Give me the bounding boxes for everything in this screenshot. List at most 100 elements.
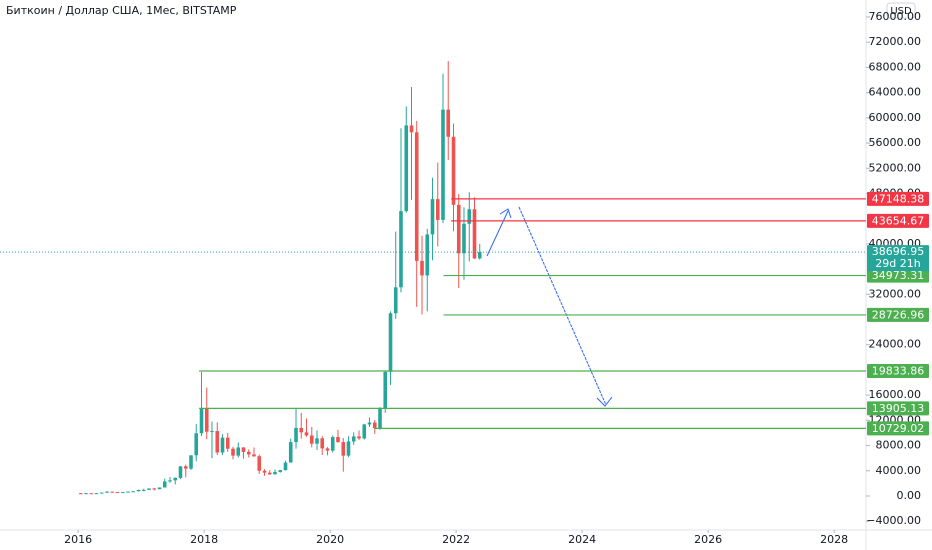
currency-badge[interactable] [886,2,916,19]
arrow-up [486,210,509,257]
candle-body [246,451,251,455]
currency[interactable]: USD [890,6,912,17]
y-tick-label: 32000.00 [869,287,922,300]
x-tick-label: 2018 [190,533,218,546]
candle-body [404,125,409,212]
candle-body [147,488,151,490]
level-label: 13905.13 [872,402,925,415]
level-label: 10729.02 [872,422,925,435]
candle-body [99,492,104,494]
candle-body [388,313,393,372]
level-label: 34973.31 [872,269,925,282]
candle-body [320,438,325,449]
candle-body [283,462,288,471]
y-tick-label: 8000.00 [876,439,922,452]
countdown: 29d 21h [875,257,920,270]
level-label-bg [867,363,929,378]
candle-body [152,488,157,490]
candle-body [477,252,482,259]
candle-body [252,454,256,457]
level-label-bg [867,191,929,206]
candle-body [199,409,204,434]
level-label-bg [867,268,929,283]
arrow-down [518,206,607,406]
candle-body [204,409,209,432]
candle-body [225,437,230,449]
level-label: 43654.67 [872,214,925,227]
candle-body [288,442,293,463]
candle-body [393,287,398,314]
candle-body [409,125,414,133]
candle-body [299,427,304,433]
candle-body [194,433,199,456]
candle-body [462,223,466,254]
candle-body [183,466,188,469]
level-label-bg [867,307,929,322]
y-tick-label: 24000.00 [869,338,922,351]
current-price-label: 38696.95 [872,245,925,258]
level-label: 47148.38 [872,192,925,205]
y-tick-label: 56000.00 [869,136,922,149]
candle-body [231,448,235,456]
candle-body [399,211,403,288]
candle-body [94,493,99,495]
level-label-bg [867,213,929,228]
projection-arrows [486,206,613,407]
candle-body [162,481,167,488]
candle-body [446,109,451,137]
candle-body [157,487,162,490]
candle-body [131,491,136,493]
candle-body [341,442,346,456]
candle-body [420,260,424,276]
candle-body [267,472,272,475]
plot-area [78,61,482,495]
candle-body [84,493,88,495]
candle-body [367,422,372,425]
candle-body [262,470,267,473]
candle-body [336,437,340,443]
candle-body [383,371,388,410]
candle-body [435,199,440,220]
x-tick-label: 2020 [316,533,344,546]
x-tick-label: 2024 [568,533,596,546]
candle-body [378,409,382,429]
candle-body [110,491,115,493]
candle-body [105,491,109,493]
candle-body [467,209,472,224]
candle-body [330,437,335,451]
y-tick-label: 52000.00 [869,161,922,174]
x-tick-label: 2022 [442,533,470,546]
candle-body [294,427,298,443]
level-label-bg [867,401,929,416]
y-tick-label: 0.00 [897,489,922,502]
candle-body [257,456,262,471]
candle-body [115,492,120,494]
candle-body [304,432,309,436]
candle-body [120,492,125,494]
chart-title: Биткоин / Доллар США, 1Мес, BITSTAMP [6,4,237,17]
candle-body [278,470,283,473]
candle-body [189,455,193,469]
candle-body [141,489,146,491]
candle-body [456,204,461,254]
candle-body [210,431,214,433]
candle-body [136,489,141,492]
current-price-bg [867,245,929,272]
candle-body [173,477,178,481]
candle-body [414,132,419,261]
candle-body [126,491,130,493]
candle-body [236,447,241,456]
candle-body [425,234,430,276]
y-tick-label: 16000.00 [869,388,922,401]
y-tick-label: 4000.00 [876,464,922,477]
x-tick-label: 2028 [820,533,848,546]
candle-body [346,441,351,456]
candle-body [178,466,183,478]
candle-body [430,199,435,235]
y-tick-label: 68000.00 [869,60,922,73]
y-tick-label: 72000.00 [869,35,922,48]
candle-body [351,436,356,442]
candle-body [215,431,220,453]
candle-body [273,472,277,475]
